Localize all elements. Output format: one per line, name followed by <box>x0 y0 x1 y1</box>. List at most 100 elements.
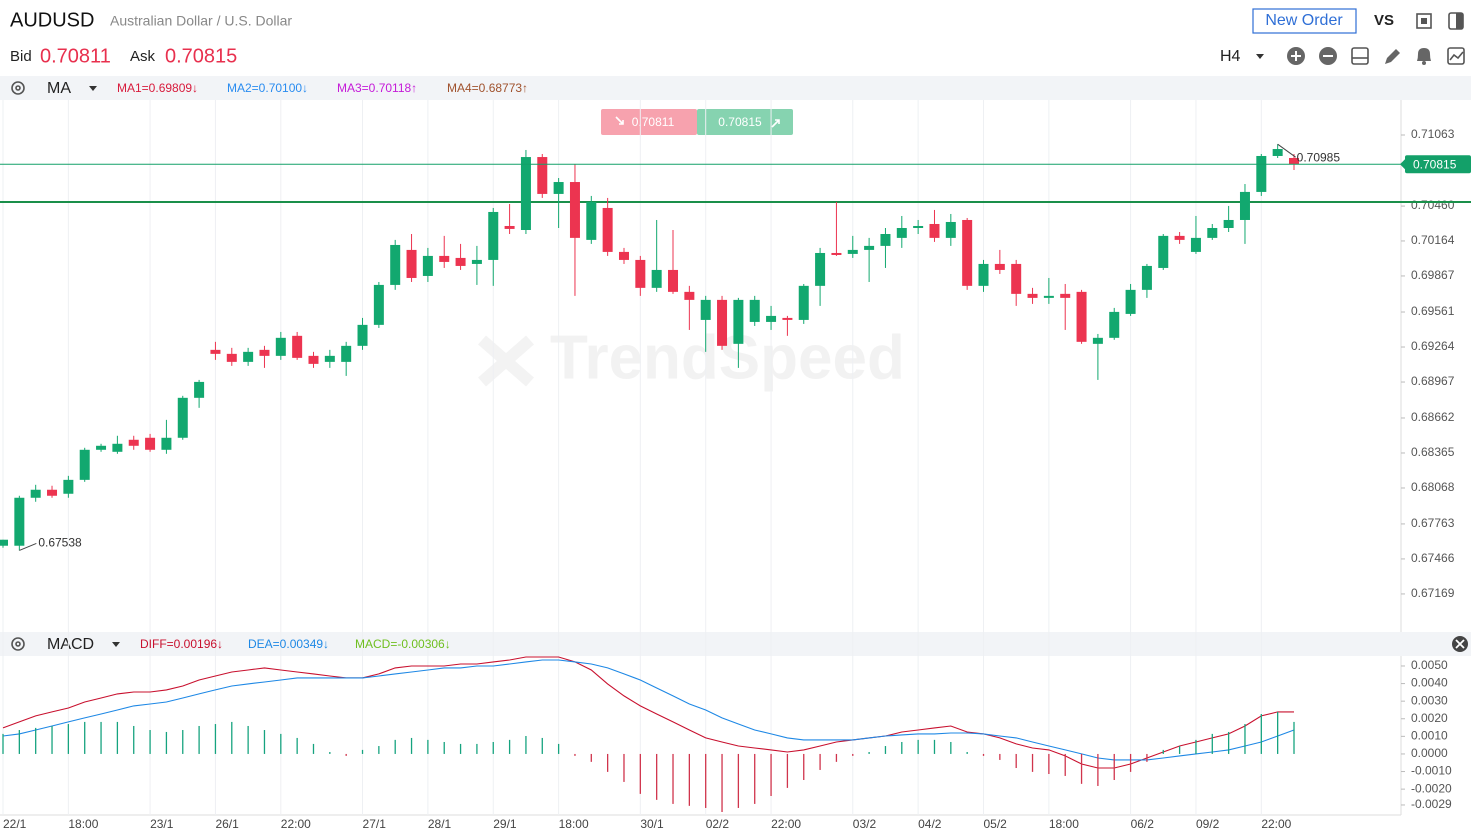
candle-body <box>96 445 107 450</box>
fullscreen-icon[interactable] <box>1416 13 1432 29</box>
timeframe-dropdown[interactable] <box>1256 54 1264 59</box>
y-tick-label: 0.68365 <box>1411 445 1455 459</box>
x-tick-label: 02/2 <box>706 817 730 831</box>
x-tick-label: 30/1 <box>640 817 664 831</box>
candle-body <box>308 355 319 364</box>
y-tick-label: 0.67466 <box>1411 551 1455 565</box>
candle-body <box>994 263 1005 270</box>
y-tick-label: -0.0010 <box>1411 764 1452 778</box>
panel-icon[interactable] <box>1448 12 1464 30</box>
candle-body <box>439 255 450 262</box>
min-label: 0.67538 <box>38 536 82 550</box>
y-tick-label: 0.68068 <box>1411 480 1455 494</box>
sell-price[interactable]: 0.70811 <box>632 115 675 129</box>
candle-body <box>145 437 156 450</box>
macd-indicator[interactable]: MACD <box>47 636 94 653</box>
candle-body <box>1158 235 1169 268</box>
candle-body <box>455 257 466 266</box>
candle-body <box>668 269 679 292</box>
candle-body <box>0 539 8 546</box>
current-price-label: 0.70815 <box>1413 157 1457 171</box>
symbol: AUDUSD <box>10 9 94 31</box>
max-pointer <box>1277 143 1296 158</box>
macd-settings-icon[interactable] <box>11 637 25 651</box>
y-tick-label: 0.0030 <box>1411 693 1448 707</box>
macd-histogram <box>2 711 1295 813</box>
candle-body <box>569 182 580 238</box>
y-tick-label: 0.70164 <box>1411 233 1455 247</box>
indicator-icon[interactable] <box>1447 47 1465 65</box>
buy-button[interactable] <box>697 109 793 135</box>
candle-body <box>259 349 270 356</box>
ma-indicator[interactable]: MA <box>47 80 71 97</box>
draw-icon[interactable] <box>1385 49 1400 64</box>
candle-body <box>815 252 826 286</box>
x-tick-label: 22/1 <box>3 817 27 831</box>
x-tick-label: 04/2 <box>918 817 942 831</box>
candle-body <box>357 324 368 346</box>
buy-arrow <box>771 119 780 128</box>
candle-body <box>194 381 205 398</box>
x-tick-label: 03/2 <box>853 817 877 831</box>
candle-body <box>896 227 907 238</box>
vs-button[interactable]: VS <box>1374 12 1394 29</box>
candle-body <box>14 497 25 546</box>
timeframe[interactable]: H4 <box>1220 48 1241 65</box>
macd-legend: DIFF=0.00196↓ <box>140 637 223 651</box>
ma-dropdown[interactable] <box>89 86 97 91</box>
candle-body <box>30 489 41 498</box>
sell-button[interactable] <box>601 109 697 135</box>
macd-legend: DEA=0.00349↓ <box>248 637 329 651</box>
candle-body <box>1272 149 1283 156</box>
candle-body <box>422 255 433 276</box>
alert-icon[interactable] <box>1417 48 1431 65</box>
candle-body <box>341 345 352 362</box>
candle-body <box>292 335 303 358</box>
y-tick-label: 0.67763 <box>1411 516 1455 530</box>
candle-body <box>1174 235 1185 240</box>
zoom-in-icon[interactable] <box>1287 47 1305 65</box>
candle-body <box>1141 265 1152 290</box>
candle-body <box>864 245 875 250</box>
candle-body <box>112 443 123 452</box>
candle-body <box>1060 293 1071 298</box>
candle-body <box>766 315 777 322</box>
ma-legend: MA3=0.70118↑ <box>337 81 417 95</box>
macd-dropdown[interactable] <box>112 642 120 647</box>
y-tick-label: 0.69264 <box>1411 339 1455 353</box>
candle-body <box>586 201 597 240</box>
ask-price: 0.70815 <box>165 45 237 67</box>
candle-body <box>520 157 531 230</box>
candle-body <box>618 251 629 260</box>
zoom-out-icon[interactable] <box>1319 47 1337 65</box>
macd-close[interactable] <box>1452 636 1468 652</box>
candle-body <box>1109 311 1120 338</box>
buy-price[interactable]: 0.70815 <box>718 115 762 129</box>
candle-body <box>635 259 646 288</box>
candle-body <box>471 259 482 264</box>
candle-body <box>488 211 499 260</box>
candle-body <box>782 317 793 320</box>
candle-body <box>733 299 744 344</box>
bid-price: 0.70811 <box>40 45 111 67</box>
candle-body <box>537 157 548 194</box>
x-tick-label: 22:00 <box>1261 817 1291 831</box>
candle-body <box>684 291 695 300</box>
candle-body <box>749 299 760 322</box>
candle-body <box>913 225 924 228</box>
bid-label: Bid <box>10 48 32 65</box>
current-price-box <box>1405 155 1471 174</box>
ma-settings-icon[interactable] <box>11 81 25 95</box>
layout-icon[interactable] <box>1351 47 1369 65</box>
candle-body <box>373 284 384 325</box>
candle-body <box>1125 289 1136 314</box>
new-order-label[interactable]: New Order <box>1265 12 1343 29</box>
candle-body <box>847 249 858 254</box>
new-order-button[interactable] <box>1252 8 1357 34</box>
candle-body <box>504 225 515 229</box>
candle-body <box>798 285 809 320</box>
x-tick-label: 23/1 <box>150 817 174 831</box>
macd-legend: MACD=-0.00306↓ <box>355 637 451 651</box>
